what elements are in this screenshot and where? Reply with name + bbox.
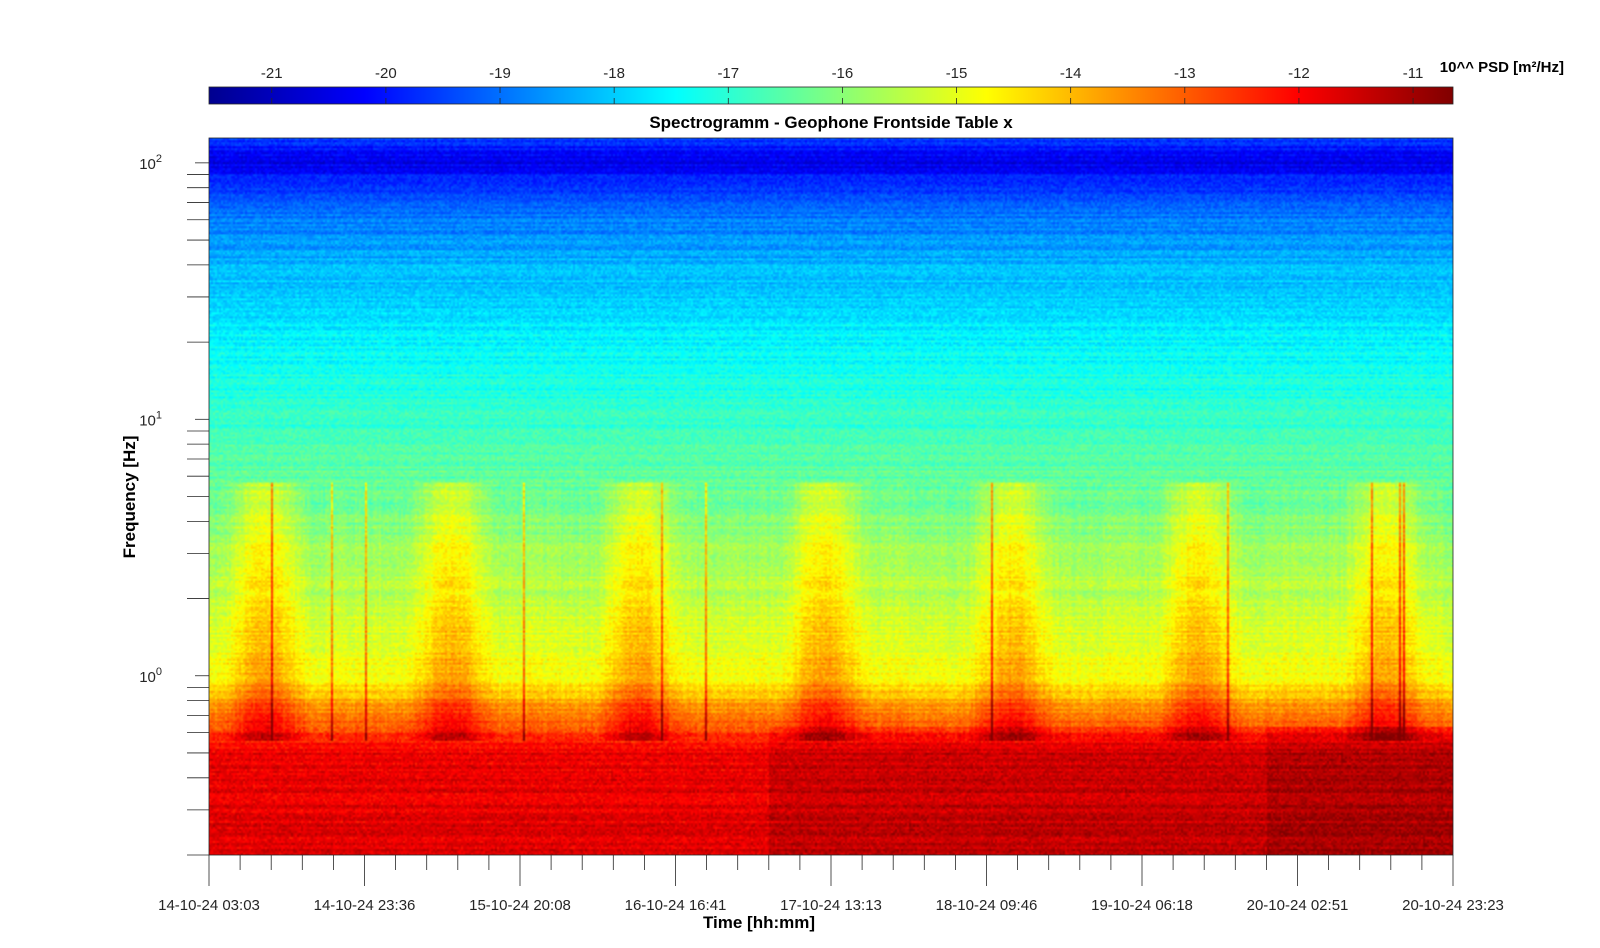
y-axis: 102 101 100: [139, 153, 209, 856]
colorbar-tick-label: -11: [1403, 65, 1424, 82]
spectrogram-heatmap: [209, 138, 1453, 855]
colorbar-tick-label: -21: [261, 65, 283, 82]
x-tick-label: 14-10-24 03:03: [158, 897, 260, 914]
colorbar-tick-label: -20: [375, 65, 397, 82]
x-tick-label: 17-10-24 13:13: [780, 897, 882, 914]
colorbar-tick-label: -13: [1174, 65, 1196, 82]
colorbar-unit-label: 10^^ PSD [m²/Hz]: [1440, 59, 1564, 76]
x-axis-label: Time [hh:mm]: [703, 913, 815, 932]
plot-area: [208, 137, 1454, 856]
colorbar-tick-label: -12: [1288, 65, 1310, 82]
x-tick-label: 14-10-24 23:36: [314, 897, 416, 914]
colorbar: -21 -20 -19 -18 -17 -16 -15 -14 -13 -12 -11 10^^ P…: [208, 59, 1564, 105]
colorbar-tick-label: -15: [946, 65, 968, 82]
chart-title: Spectrogramm - Geophone Frontside Table …: [649, 113, 1013, 132]
colorbar-tick-label: -16: [832, 65, 854, 82]
colorbar-ticks: -21 -20 -19 -18 -17 -16 -15 -14 -13 -12 -11: [261, 65, 1423, 104]
colorbar-tick-label: -19: [489, 65, 511, 82]
colorbar-gradient: [208, 86, 1454, 105]
y-tick-label: 101: [139, 409, 162, 429]
x-axis: 14-10-24 03:03 14-10-24 23:36 15-10-24 20:…: [158, 855, 1504, 914]
y-tick-label: 100: [139, 666, 162, 686]
colorbar-tick-label: -17: [717, 65, 739, 82]
y-axis-label: Frequency [Hz]: [120, 436, 139, 559]
colorbar-tick-label: -14: [1060, 65, 1082, 82]
x-tick-label: 20-10-24 02:51: [1247, 897, 1349, 914]
x-tick-label: 18-10-24 09:46: [936, 897, 1038, 914]
y-tick-label: 102: [139, 153, 162, 173]
x-tick-label: 20-10-24 23:23: [1402, 897, 1504, 914]
colorbar-tick-label: -18: [603, 65, 625, 82]
x-tick-label: 15-10-24 20:08: [469, 897, 571, 914]
x-tick-label: 19-10-24 06:18: [1091, 897, 1193, 914]
x-tick-label: 16-10-24 16:41: [625, 897, 727, 914]
